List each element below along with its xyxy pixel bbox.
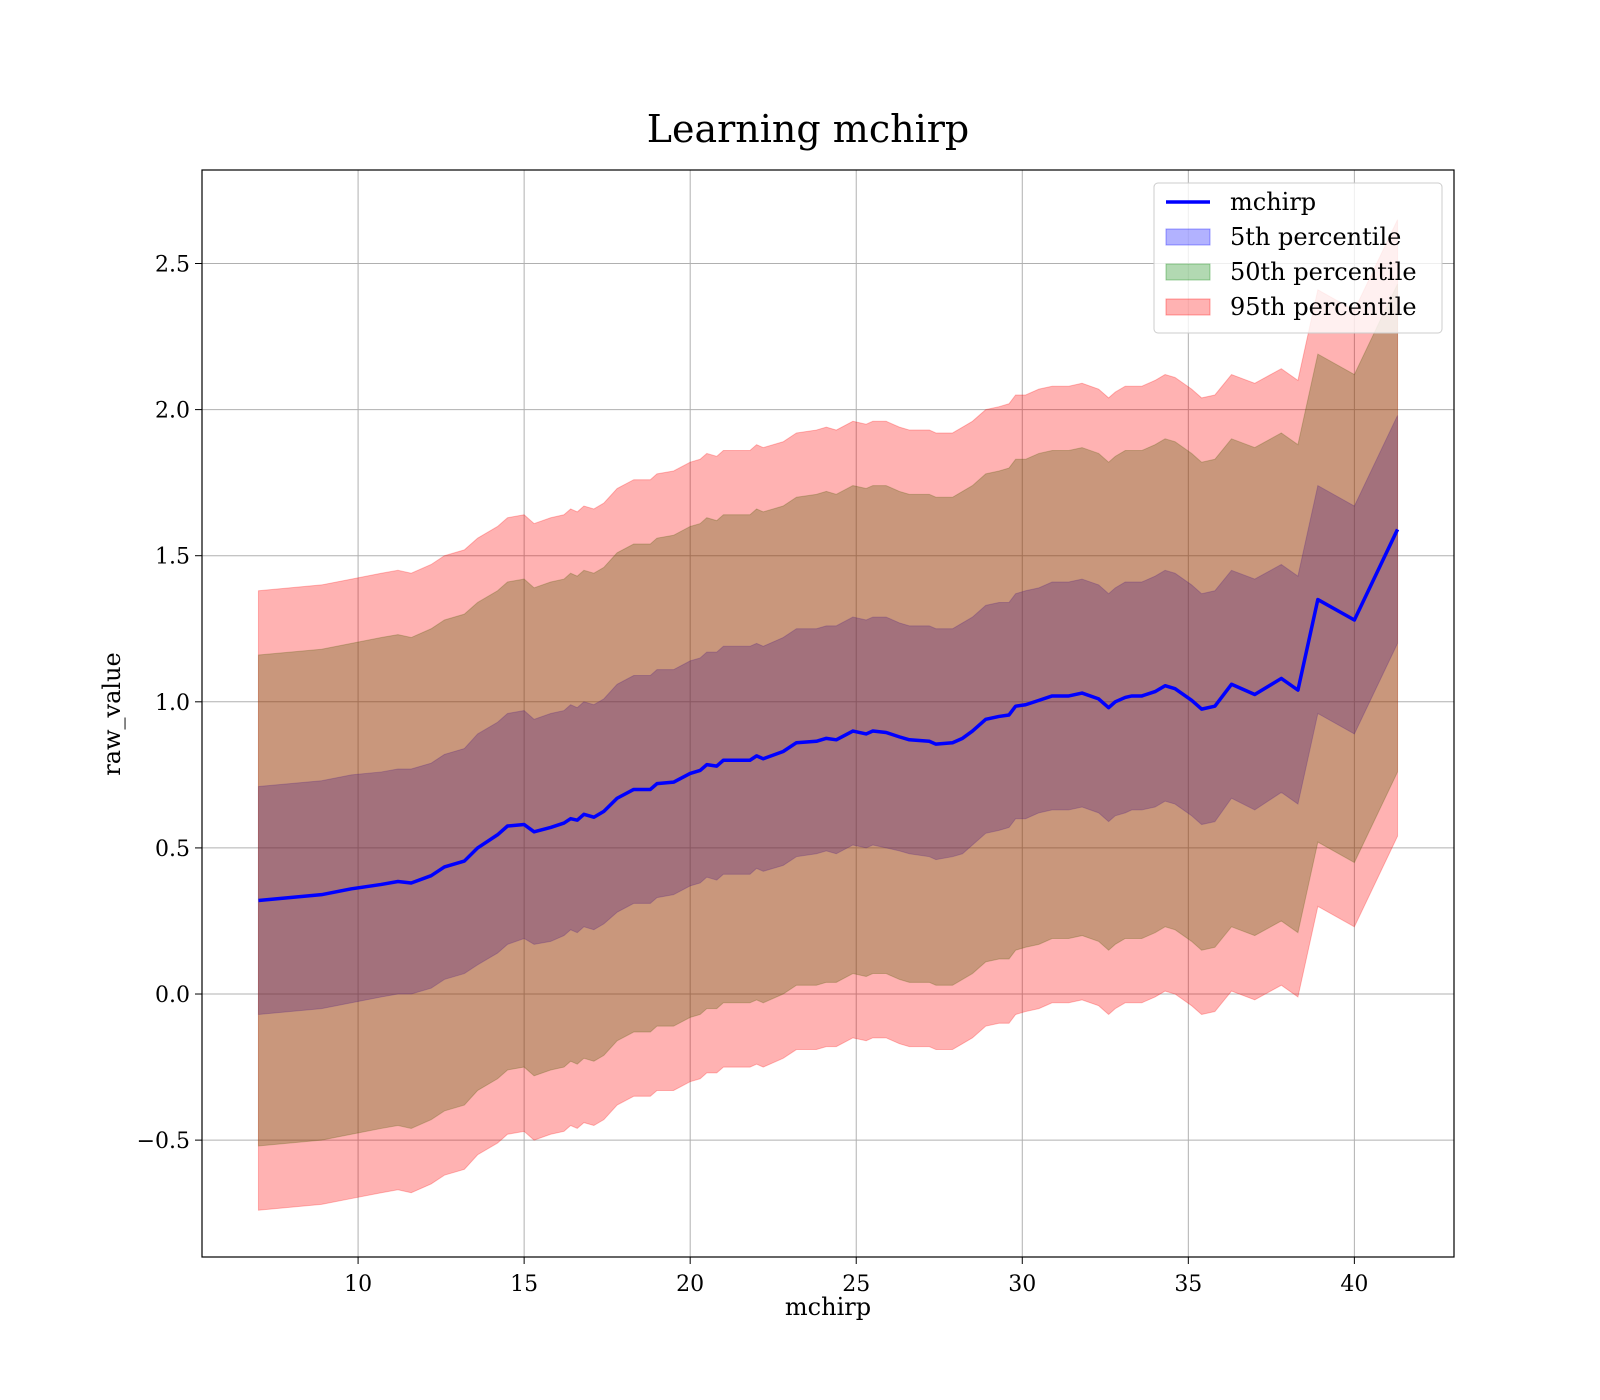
x-tick-label: 25 [842, 1272, 870, 1297]
chart-title: Learning mchirp [647, 107, 969, 151]
y-tick-label: 1.0 [155, 691, 190, 716]
y-tick-label: 2.5 [155, 253, 190, 278]
legend-label-mchirp: mchirp [1230, 188, 1316, 216]
x-tick-label: 10 [344, 1272, 372, 1297]
y-tick-label: 1.5 [155, 545, 190, 570]
y-tick-label: 0.0 [155, 983, 190, 1008]
legend: mchirp 5th percentile 50th percentile 95th … [1153, 182, 1443, 334]
x-tick-label: 15 [510, 1272, 538, 1297]
legend-label-5th-percentile: 5th percentile [1230, 223, 1401, 251]
x-axis-label: mchirp [785, 1293, 871, 1321]
legend-swatch-5th-percentile [1165, 228, 1211, 246]
x-tick-label: 20 [676, 1272, 704, 1297]
plot-frame [201, 169, 1455, 1258]
y-axis-ticks: −0.5 0.0 0.5 1.0 1.5 2.0 2.5 [137, 253, 202, 1154]
x-tick-label: 30 [1008, 1272, 1036, 1297]
line-mchirp [258, 528, 1400, 903]
x-tick-label: 40 [1340, 1272, 1368, 1297]
legend-label-50th-percentile: 50th percentile [1230, 258, 1417, 286]
legend-label-95th-percentile: 95th percentile [1230, 293, 1417, 321]
mchirp-line-layer [258, 528, 1400, 903]
y-tick-label: 0.5 [155, 837, 190, 862]
band-5th-percentile [257, 415, 1399, 1016]
y-tick-label: 2.0 [155, 399, 190, 424]
y-axis-label: raw_value [98, 652, 126, 776]
band-50th-percentile [257, 283, 1399, 1147]
legend-frame [1153, 182, 1443, 334]
legend-swatch-95th-percentile [1165, 298, 1211, 316]
percentile-bands [257, 219, 1399, 1211]
y-tick-label: −0.5 [137, 1129, 190, 1154]
band-95th-percentile [257, 219, 1399, 1211]
legend-swatch-50th-percentile [1165, 263, 1211, 281]
grid [202, 170, 1454, 1257]
x-axis-ticks: 10 15 20 25 30 35 40 [344, 1257, 1368, 1297]
x-tick-label: 35 [1174, 1272, 1202, 1297]
